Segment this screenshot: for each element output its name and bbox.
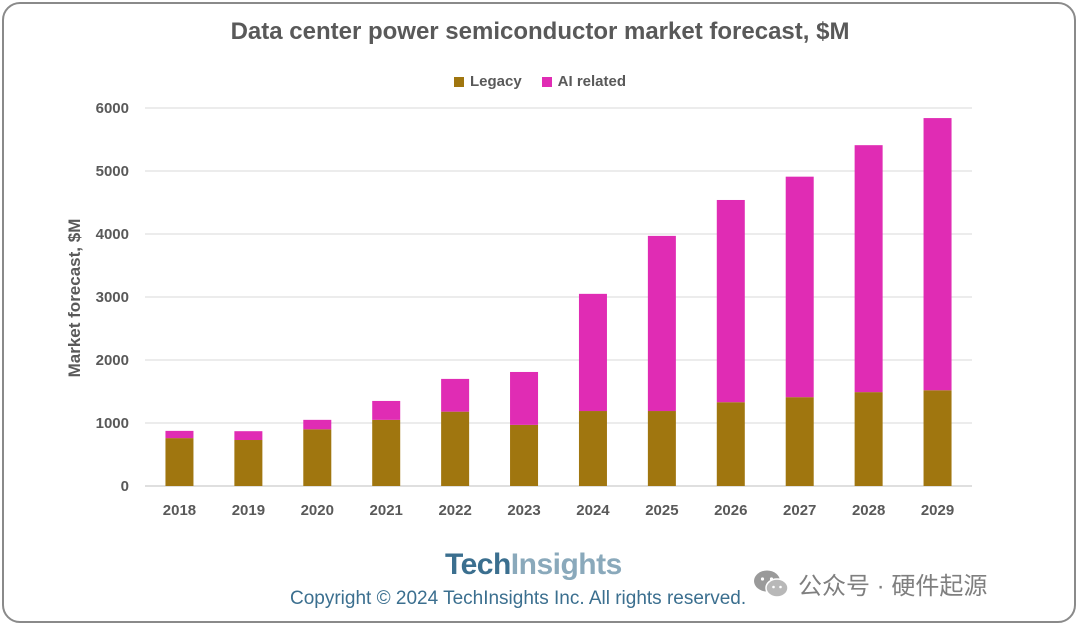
brand-insights: Insights [510, 548, 623, 581]
bar-legacy-2027 [785, 397, 814, 486]
bar-ai-related-2020 [303, 419, 332, 430]
bar-ai-related-2024 [578, 293, 607, 412]
y-tick-label: 0 [121, 478, 129, 495]
legend-item-ai-related: AI related [541, 73, 627, 90]
x-tick-label-2022: 2022 [438, 502, 471, 519]
y-axis-label: Market forecast, $M [65, 219, 84, 378]
y-tick-label: 4000 [96, 226, 129, 243]
bar-legacy-2024 [578, 411, 607, 486]
x-tick-label-2018: 2018 [163, 502, 196, 519]
x-tick-label-2026: 2026 [714, 502, 747, 519]
x-tick-label-2024: 2024 [576, 502, 610, 519]
bar-ai-related-2025 [647, 235, 676, 412]
wechat-icon [754, 570, 789, 598]
legend-swatch-legacy [453, 76, 464, 87]
watermark-text: 公众号 · 硬件起源 [798, 573, 988, 600]
legend-item-legacy: Legacy [453, 73, 522, 90]
copyright-notice: Copyright © 2024 TechInsights Inc. All r… [290, 588, 747, 609]
legend-label-ai-related: AI related [557, 73, 627, 90]
bar-legacy-2026 [716, 402, 745, 486]
bar-ai-related-2028 [854, 145, 883, 393]
y-tick-label: 2000 [96, 352, 129, 369]
bar-legacy-2019 [234, 440, 263, 486]
x-tick-label-2027: 2027 [783, 502, 816, 519]
x-tick-label-2029: 2029 [921, 502, 954, 519]
x-tick-label-2023: 2023 [507, 502, 540, 519]
bar-legacy-2020 [303, 429, 332, 486]
y-tick-label: 5000 [96, 163, 129, 180]
legend-swatch-ai-related [541, 76, 552, 87]
bar-legacy-2023 [510, 424, 539, 486]
bar-ai-related-2019 [234, 431, 263, 441]
watermark: 公众号 · 硬件起源 [752, 566, 987, 601]
bar-ai-related-2026 [716, 199, 745, 403]
bar-legacy-2018 [165, 438, 194, 486]
legend-label-legacy: Legacy [469, 73, 522, 90]
y-tick-label: 3000 [96, 289, 129, 306]
bar-legacy-2021 [372, 419, 401, 486]
bar-legacy-2025 [647, 411, 676, 486]
bar-legacy-2029 [923, 390, 952, 486]
bar-legacy-2022 [441, 411, 470, 486]
x-tick-label-2028: 2028 [852, 502, 885, 519]
legend: Legacy AI related [0, 73, 1080, 90]
bar-ai-related-2018 [165, 430, 194, 439]
chart-title: Data center power semiconductor market f… [230, 18, 850, 45]
bar-ai-related-2021 [372, 400, 401, 420]
y-tick-label: 6000 [96, 100, 129, 117]
x-tick-label-2020: 2020 [301, 502, 334, 519]
bar-ai-related-2022 [441, 378, 470, 412]
bar-ai-related-2027 [785, 176, 814, 398]
x-tick-label-2019: 2019 [232, 502, 265, 519]
y-tick-label: 1000 [96, 415, 129, 432]
bar-ai-related-2023 [510, 371, 539, 425]
brand-tech: Tech [445, 548, 511, 581]
x-tick-label-2025: 2025 [645, 502, 678, 519]
x-tick-label-2021: 2021 [370, 502, 403, 519]
bar-ai-related-2029 [923, 118, 952, 391]
bar-legacy-2028 [854, 392, 883, 486]
techinsights-logo: TechInsights [445, 548, 622, 582]
